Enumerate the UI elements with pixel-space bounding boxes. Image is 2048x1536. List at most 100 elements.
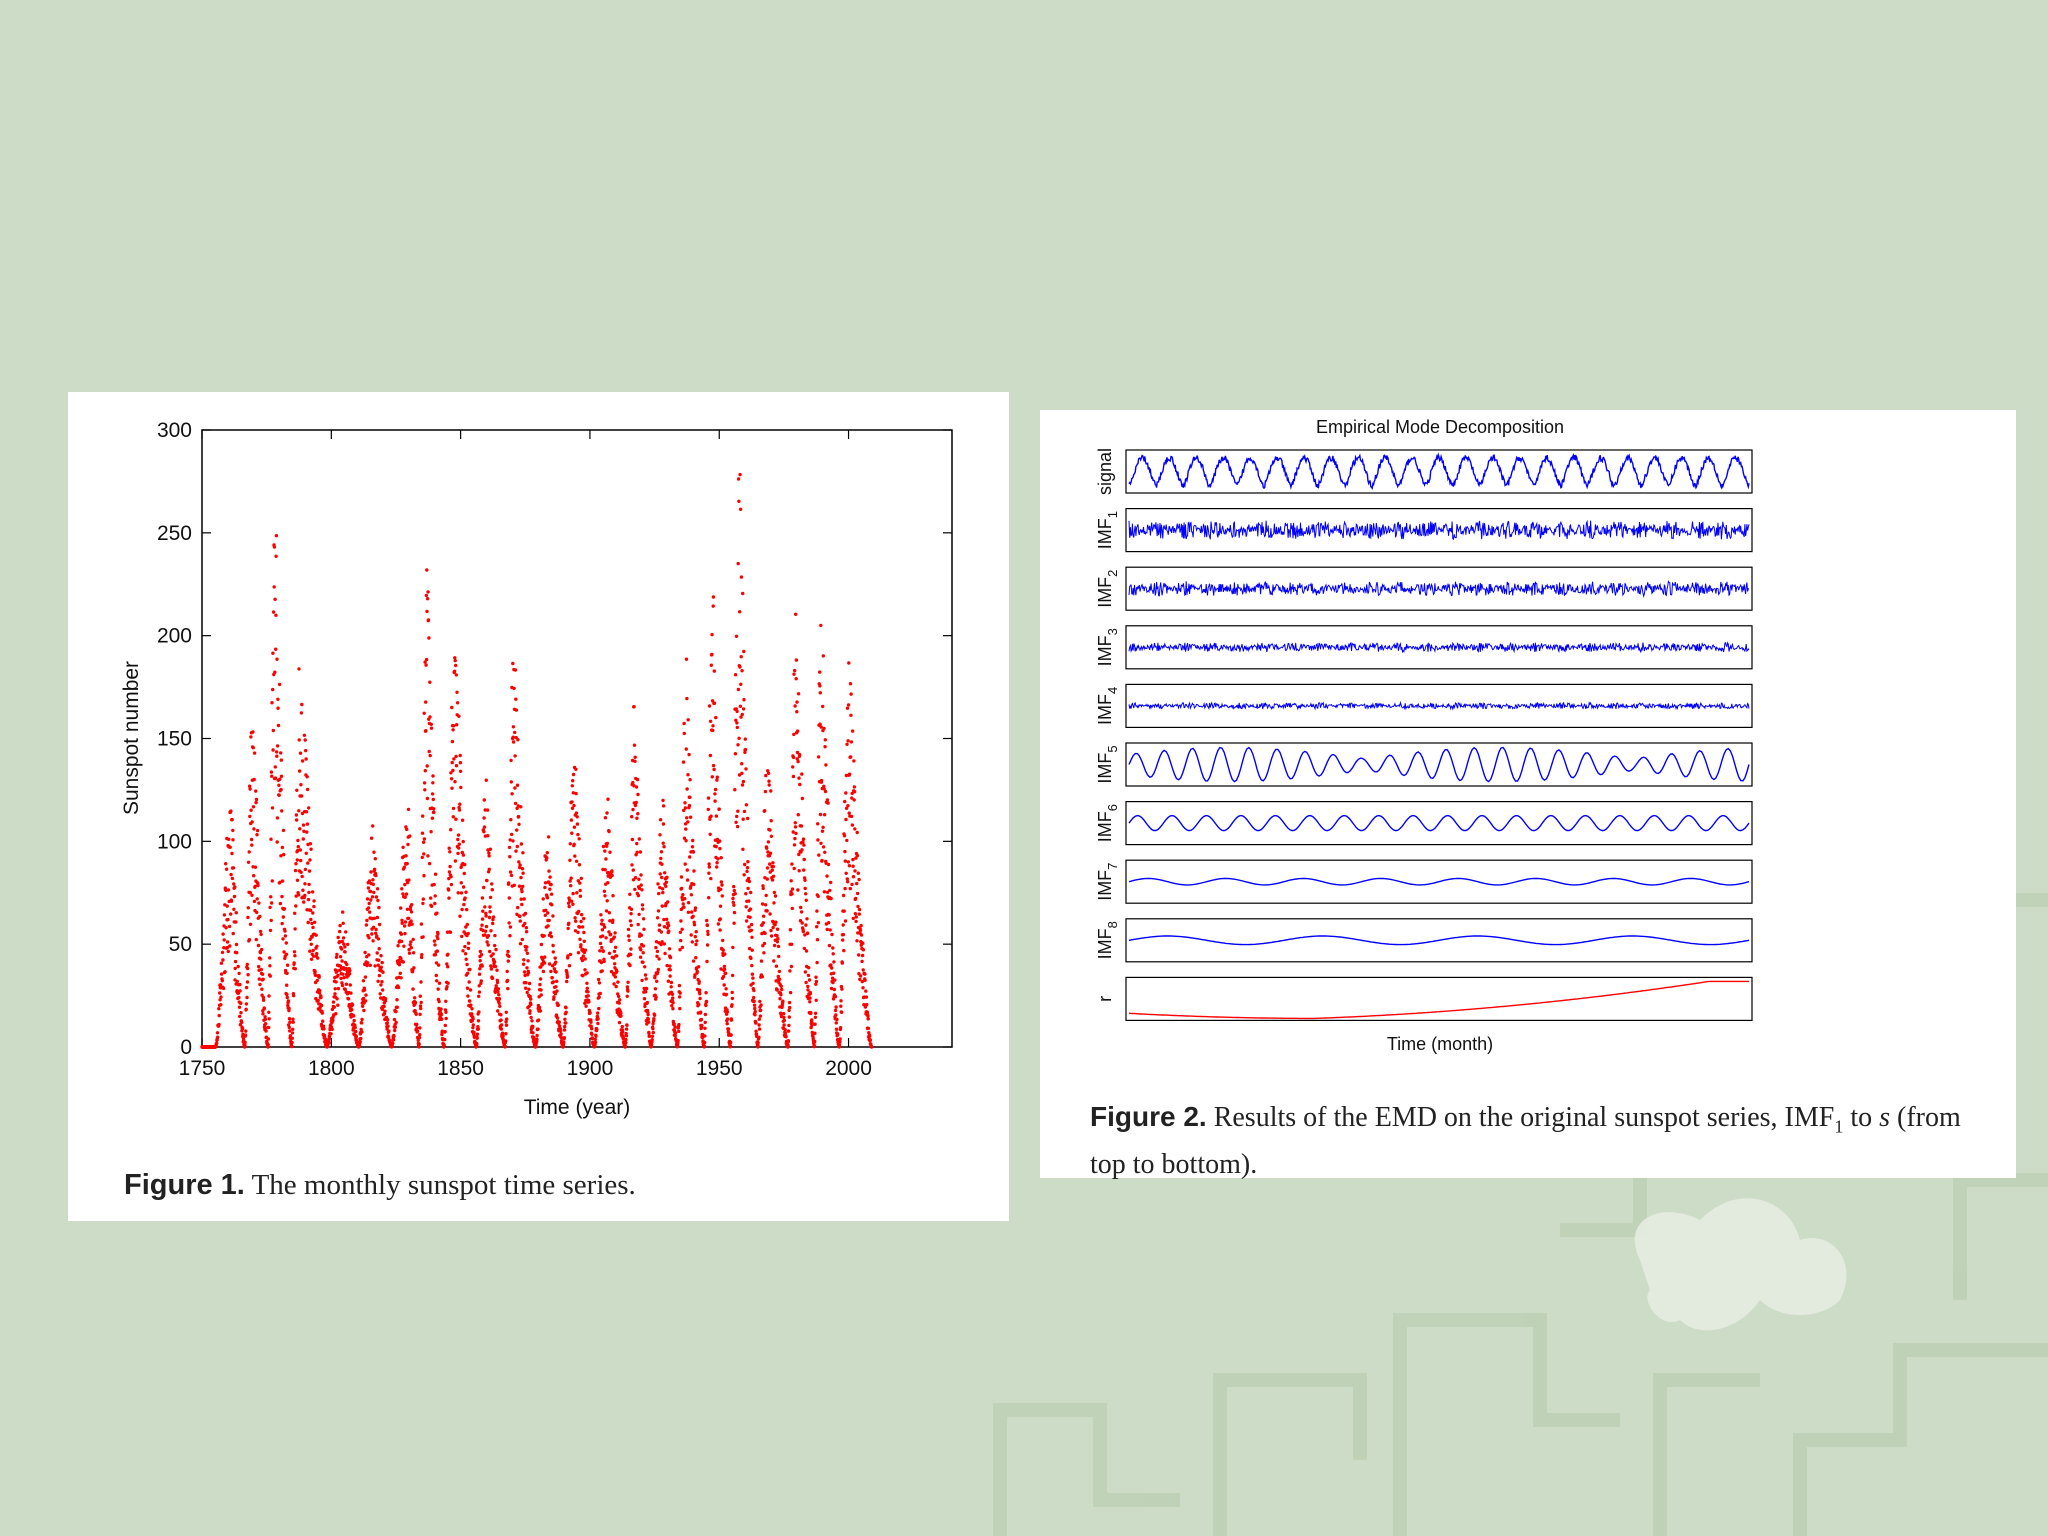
data-point <box>281 915 285 919</box>
data-point <box>821 704 825 709</box>
data-point <box>568 858 572 862</box>
data-point <box>291 993 296 998</box>
data-point <box>459 881 463 885</box>
data-point <box>741 847 745 851</box>
data-point <box>570 806 575 810</box>
data-point <box>348 983 352 987</box>
data-point <box>786 1029 791 1033</box>
data-point <box>769 934 774 938</box>
data-point <box>668 964 672 968</box>
data-point <box>365 897 370 901</box>
data-point <box>225 904 229 908</box>
data-point <box>711 604 715 608</box>
data-point <box>683 806 688 810</box>
data-point <box>861 948 866 952</box>
data-point <box>659 930 663 934</box>
data-point <box>411 951 416 955</box>
data-point <box>733 752 738 756</box>
data-point <box>436 987 440 991</box>
data-point <box>446 952 450 956</box>
data-point <box>543 955 547 959</box>
data-point <box>433 953 438 957</box>
data-point <box>869 1045 874 1049</box>
data-point <box>511 839 515 843</box>
data-point <box>759 959 764 963</box>
data-point <box>505 969 509 974</box>
data-point <box>466 941 471 945</box>
data-point <box>465 922 469 927</box>
data-point <box>522 958 526 962</box>
data-point <box>802 868 806 872</box>
data-point <box>246 973 250 977</box>
data-point <box>562 1040 566 1045</box>
data-point <box>490 888 494 892</box>
data-point <box>445 985 449 989</box>
data-point <box>497 997 502 1001</box>
y-tick-label: 300 <box>157 419 192 442</box>
data-point <box>833 1008 838 1013</box>
data-point <box>303 738 307 742</box>
data-point <box>231 838 235 842</box>
data-point <box>446 965 450 969</box>
data-point <box>567 964 572 968</box>
data-point <box>555 989 559 993</box>
data-point <box>547 869 551 873</box>
data-point <box>245 980 250 984</box>
data-point <box>692 869 696 873</box>
data-point <box>488 895 493 900</box>
data-point <box>269 901 274 905</box>
data-point <box>571 891 575 896</box>
data-point <box>223 970 227 974</box>
data-point <box>423 660 427 664</box>
data-point <box>739 682 743 686</box>
data-point <box>635 777 640 782</box>
data-point <box>858 974 863 978</box>
data-point <box>807 978 812 982</box>
data-point <box>678 930 683 934</box>
data-point <box>231 931 235 936</box>
data-point <box>336 1003 340 1007</box>
data-point <box>796 888 800 892</box>
data-point <box>605 844 609 848</box>
data-point <box>834 1005 838 1009</box>
emd-series-line <box>1128 519 1750 541</box>
data-point <box>845 706 850 710</box>
data-point <box>494 947 498 952</box>
data-point <box>809 1011 813 1015</box>
data-point <box>775 927 780 931</box>
data-point <box>498 1004 502 1008</box>
data-point <box>496 990 500 994</box>
data-point <box>737 499 741 503</box>
data-point <box>218 998 222 1002</box>
data-point <box>378 992 382 996</box>
data-point <box>572 825 577 829</box>
data-point <box>600 928 605 932</box>
data-point <box>553 992 558 996</box>
data-point <box>222 946 226 950</box>
data-point <box>813 1011 818 1015</box>
data-point <box>460 907 464 912</box>
data-point <box>642 927 646 931</box>
data-point <box>577 863 582 867</box>
data-point <box>712 701 717 705</box>
data-point <box>406 807 411 812</box>
data-point <box>505 1017 509 1021</box>
data-point <box>404 892 409 896</box>
data-point <box>757 1023 761 1027</box>
data-point <box>531 1031 535 1035</box>
data-point <box>274 554 278 558</box>
data-point <box>519 875 523 880</box>
data-point <box>245 995 249 1000</box>
data-point <box>598 991 602 996</box>
data-point <box>296 845 300 849</box>
data-point <box>787 1023 791 1028</box>
data-point <box>482 830 486 834</box>
data-point <box>596 977 601 982</box>
data-point <box>228 944 232 948</box>
data-point <box>600 945 604 950</box>
data-point <box>222 938 226 942</box>
data-point <box>572 842 576 846</box>
data-point <box>691 838 695 843</box>
data-point <box>311 911 315 915</box>
data-point <box>772 890 777 895</box>
